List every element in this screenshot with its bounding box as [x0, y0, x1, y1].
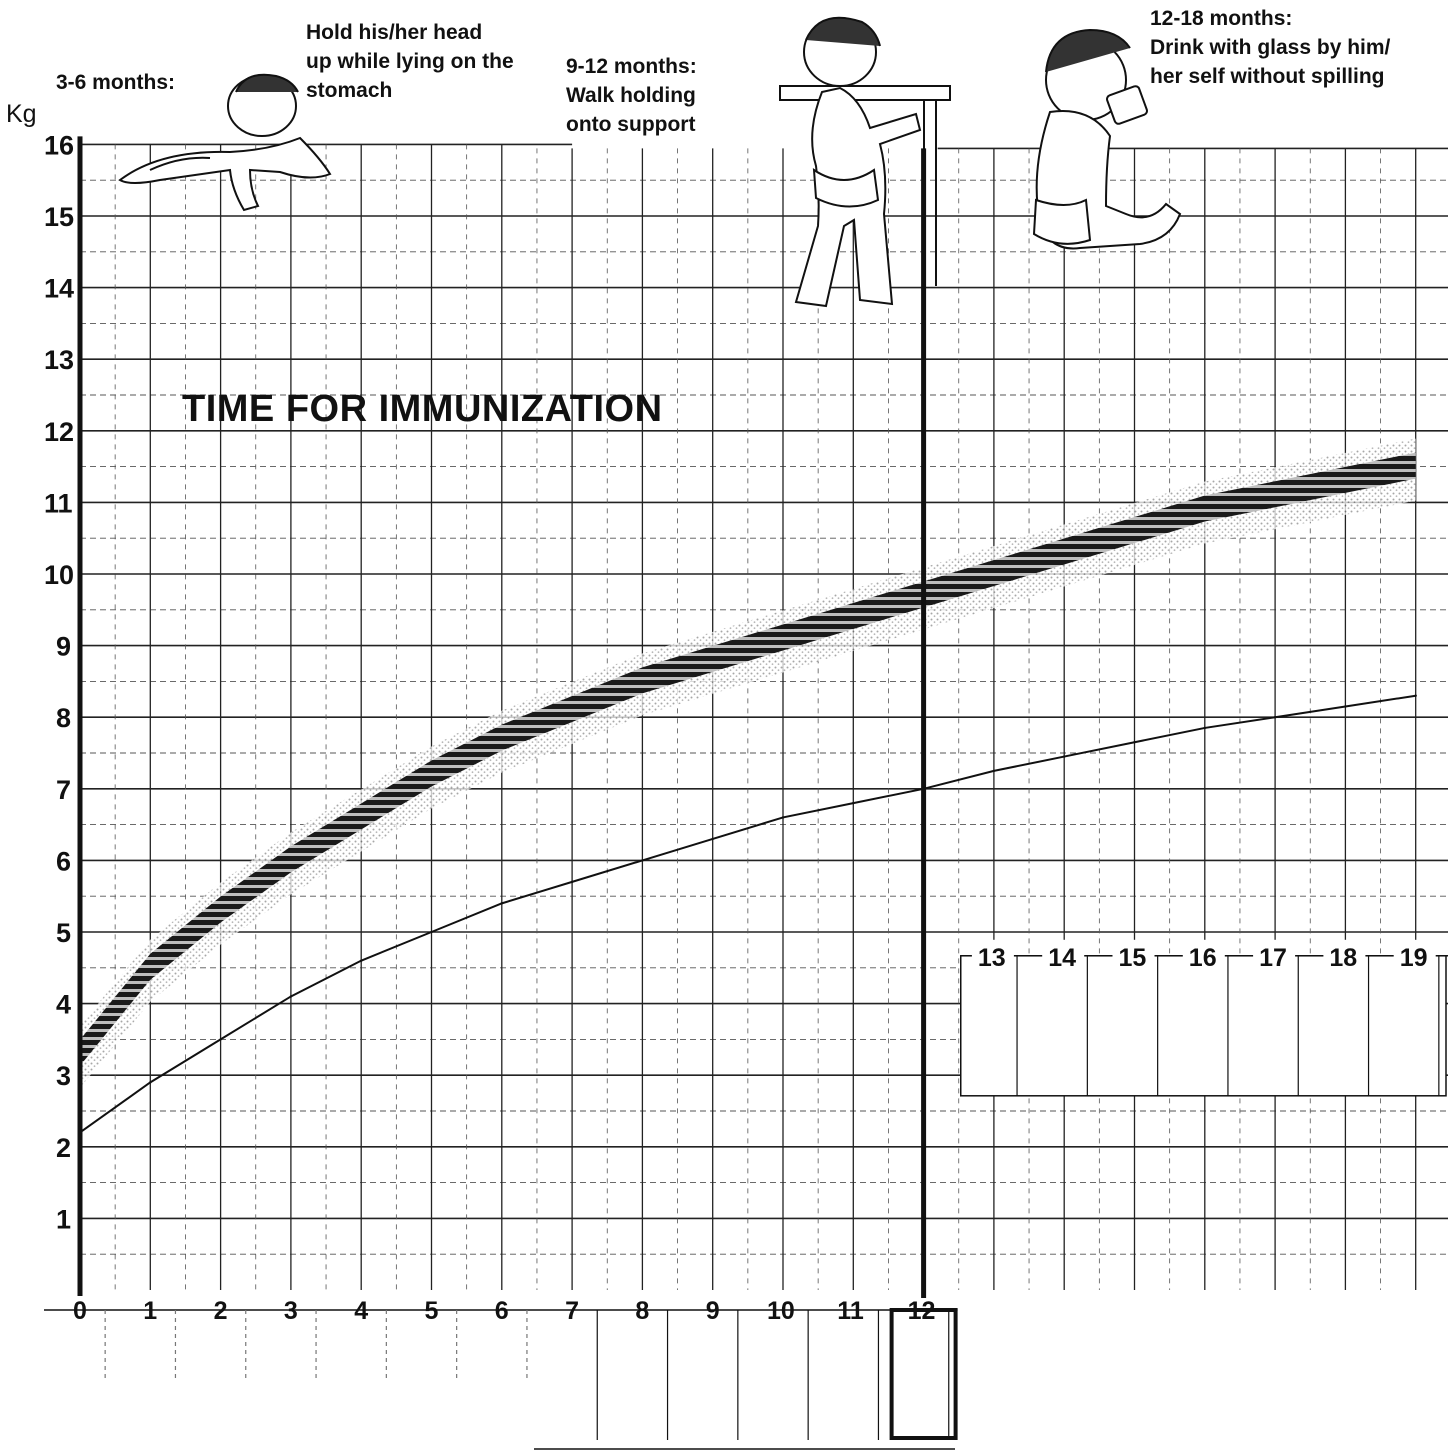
y-tick-label: 1 [56, 1204, 71, 1234]
line-point [1344, 705, 1347, 708]
x-tick-label-bg [971, 939, 1014, 968]
x-tick-label: 9 [706, 1297, 720, 1325]
x-tick-label: 6 [495, 1297, 509, 1325]
y-tick-label: 7 [56, 775, 71, 805]
x-tick-label: 3 [284, 1297, 298, 1325]
note-3-6-months-text: Hold his/her head up while lying on the … [306, 21, 514, 102]
y-tick-label: 11 [44, 488, 73, 518]
line-point [1133, 741, 1136, 744]
note-12-18-months: 12-18 months: Drink with glass by him/ h… [1150, 7, 1391, 88]
line-point [500, 902, 503, 905]
note-9-12-months: 9-12 months: Walk holding onto support [566, 55, 697, 136]
growth-bands [80, 438, 1416, 1088]
line-point [430, 930, 433, 934]
x-tick-label: 14 [1048, 944, 1076, 972]
x-tick-label: 16 [1189, 944, 1217, 972]
line-point [1273, 716, 1277, 719]
y-tick-label: 10 [44, 560, 74, 590]
x-tick-label: 1 [143, 1297, 157, 1325]
x-tick-label: 2 [214, 1297, 228, 1325]
y-tick-label: 14 [44, 274, 74, 304]
x-tick-label: 18 [1329, 944, 1357, 972]
x-strip-2-box [960, 955, 1447, 1097]
y-axis-unit-label: Kg [6, 100, 37, 128]
line-point [570, 880, 574, 884]
line-point [289, 995, 293, 998]
line-point [641, 859, 644, 862]
x-tick-label-bg [1182, 939, 1225, 968]
y-tick-label: 8 [56, 703, 71, 733]
y-tick-label: 13 [44, 345, 74, 375]
x-tick-label: 15 [1119, 944, 1147, 972]
x-tick-label: 8 [635, 1297, 649, 1325]
line-point [149, 1081, 152, 1084]
x-tick-label-bg [1112, 939, 1155, 968]
x-tick-label: 11 [837, 1297, 864, 1325]
x-tick-label: 5 [425, 1297, 439, 1325]
x-tick-label: 13 [978, 944, 1006, 972]
chart-title: TIME FOR IMMUNIZATION [182, 388, 663, 430]
x-tick-label-bg [1323, 939, 1366, 968]
y-tick-label: 5 [56, 918, 71, 948]
y-tick-label: 3 [56, 1061, 71, 1091]
month-12-box [889, 1308, 958, 1440]
note-3-6-months-heading: 3-6 months: [56, 71, 176, 94]
x-tick-label: 7 [565, 1297, 579, 1325]
x-tick-label: 10 [767, 1297, 795, 1325]
standing-baby-illustration [779, 16, 951, 308]
series-line [79, 694, 1416, 1134]
x-tick-label: 17 [1259, 944, 1287, 972]
x-tick-label-bg [1253, 939, 1296, 968]
line-point [219, 1038, 222, 1041]
line-point [1203, 726, 1207, 730]
x-tick-label-bg [1393, 939, 1436, 968]
y-tick-label: 16 [44, 130, 74, 160]
line-point [781, 816, 785, 819]
y-tick-label: 9 [56, 632, 71, 662]
line-point [992, 769, 996, 773]
x-tick-label: 4 [354, 1297, 368, 1325]
axes [44, 136, 1448, 1450]
y-tick-label: 4 [56, 990, 71, 1020]
grid [80, 143, 1448, 1290]
x-tick-label: 0 [73, 1297, 87, 1325]
crawling-baby-illustration [118, 73, 332, 212]
line-point [1063, 755, 1066, 758]
x-tick-label-bg [1042, 939, 1085, 968]
y-tick-label: 12 [44, 417, 74, 447]
sitting-baby-drinking-illustration [1032, 28, 1182, 250]
y-tick-label: 2 [56, 1133, 71, 1163]
x-tick-label: 12 [908, 1297, 936, 1325]
line-point [1414, 694, 1417, 697]
line-point [360, 959, 363, 962]
line-point [711, 837, 714, 841]
y-tick-label: 6 [56, 846, 71, 876]
line-point [852, 801, 855, 805]
y-tick-label: 15 [44, 202, 74, 232]
x-tick-label: 19 [1400, 944, 1428, 972]
